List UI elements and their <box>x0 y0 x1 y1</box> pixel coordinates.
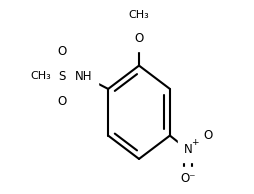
Text: CH₃: CH₃ <box>30 71 51 81</box>
Text: O: O <box>134 32 144 45</box>
Text: O⁻: O⁻ <box>180 172 196 185</box>
Text: N: N <box>184 143 192 156</box>
Text: S: S <box>59 70 66 83</box>
Text: NH: NH <box>75 70 93 83</box>
Text: +: + <box>191 138 199 147</box>
Text: O: O <box>58 45 67 58</box>
Text: O: O <box>203 129 212 142</box>
Text: CH₃: CH₃ <box>129 10 149 20</box>
Text: O: O <box>58 95 67 108</box>
